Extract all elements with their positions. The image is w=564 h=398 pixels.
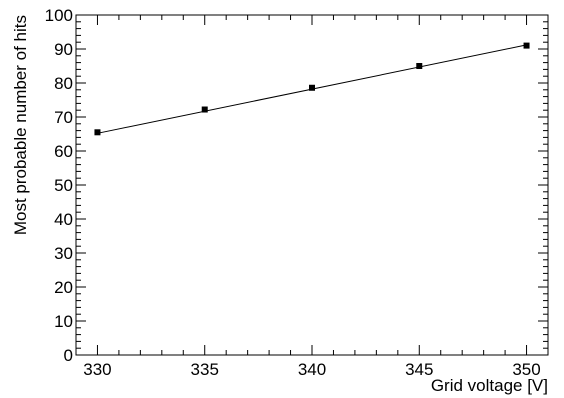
y-tick-label: 40 bbox=[54, 210, 73, 229]
x-tick-label: 345 bbox=[405, 360, 433, 379]
y-tick-label: 10 bbox=[54, 312, 73, 331]
x-tick-labels: 330 335 340 345 350 bbox=[83, 360, 540, 379]
y-tick-label: 100 bbox=[45, 6, 73, 25]
x-axis-label: Grid voltage [V] bbox=[431, 376, 548, 395]
y-tick-label: 30 bbox=[54, 244, 73, 263]
axis-ticks bbox=[75, 14, 549, 356]
x-tick-label: 330 bbox=[83, 360, 111, 379]
y-tick-label: 90 bbox=[54, 40, 73, 59]
y-tick-labels: 0 10 20 30 40 50 60 70 80 90 100 bbox=[45, 6, 73, 365]
y-tick-label: 50 bbox=[54, 176, 73, 195]
data-point bbox=[309, 84, 315, 91]
data-point bbox=[201, 106, 208, 113]
y-axis-label: Most probable number of hits bbox=[11, 15, 30, 235]
plot-frame bbox=[75, 14, 549, 356]
x-tick-label: 340 bbox=[298, 360, 326, 379]
x-tick-label: 335 bbox=[191, 360, 219, 379]
y-tick-label: 70 bbox=[54, 108, 73, 127]
y-tick-label: 0 bbox=[64, 346, 73, 365]
data-point bbox=[94, 129, 101, 136]
data-point bbox=[416, 63, 423, 69]
data-points bbox=[94, 42, 530, 136]
data-point bbox=[523, 42, 530, 49]
y-tick-label: 60 bbox=[54, 142, 73, 161]
y-tick-label: 80 bbox=[54, 74, 73, 93]
y-tick-label: 20 bbox=[54, 278, 73, 297]
x-tick-label: 350 bbox=[512, 360, 540, 379]
